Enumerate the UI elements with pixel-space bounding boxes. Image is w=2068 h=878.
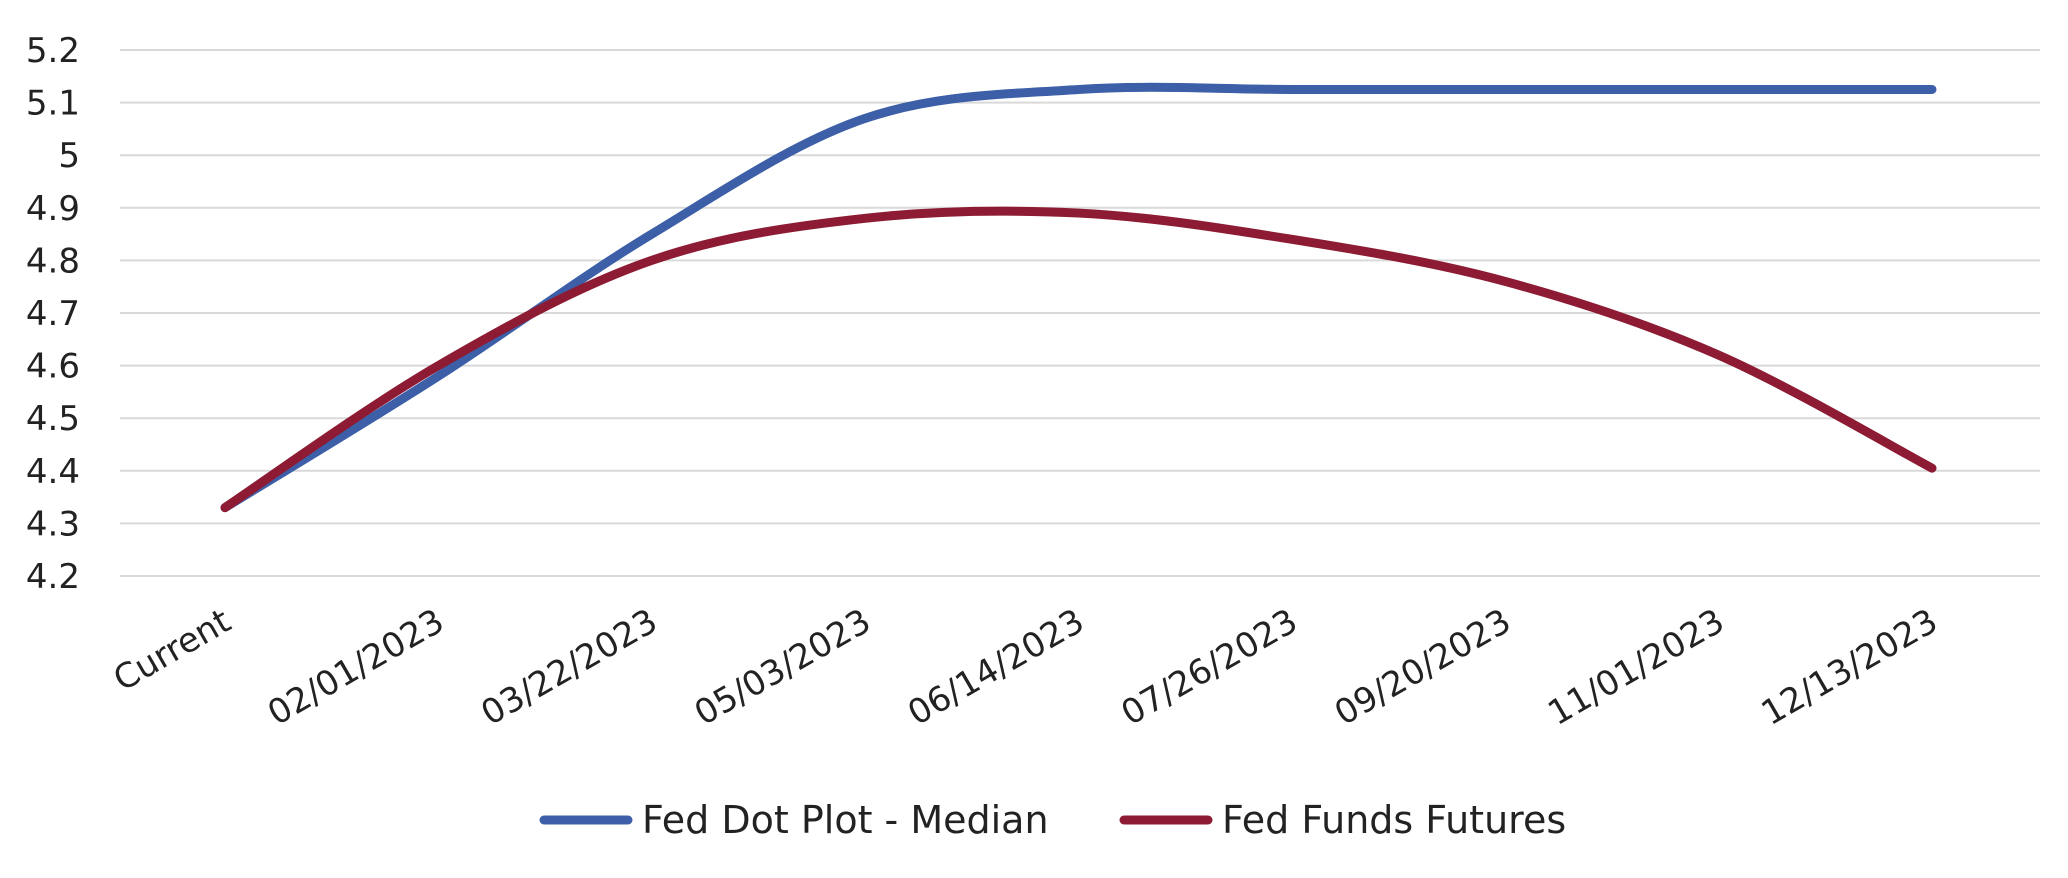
legend-item-dot-plot: Fed Dot Plot - Median bbox=[539, 798, 1049, 842]
y-tick-label: 4.5 bbox=[26, 399, 80, 439]
y-tick-label: 5.1 bbox=[26, 84, 80, 124]
y-tick-label: 4.6 bbox=[26, 347, 80, 387]
x-tick-label: 11/01/2023 bbox=[1541, 601, 1731, 734]
legend-label-dot-plot: Fed Dot Plot - Median bbox=[642, 798, 1049, 842]
series-lines bbox=[220, 82, 1937, 513]
x-tick-label: Current bbox=[107, 601, 238, 699]
y-axis: 5.2 5.1 5 4.9 4.8 4.7 4.6 4.5 4.4 4.3 4.2 bbox=[26, 31, 80, 597]
y-tick-label: 4.9 bbox=[26, 189, 80, 229]
y-tick-label: 4.7 bbox=[26, 294, 80, 334]
series-line-dot-plot bbox=[220, 82, 1937, 513]
series-line-futures bbox=[220, 206, 1937, 513]
y-tick-label: 5 bbox=[58, 136, 80, 176]
x-tick-label: 12/13/2023 bbox=[1755, 601, 1945, 734]
y-tick-label: 4.3 bbox=[26, 504, 80, 544]
y-tick-label: 4.2 bbox=[26, 557, 80, 597]
x-tick-label: 03/22/2023 bbox=[475, 601, 665, 734]
x-tick-label: 02/01/2023 bbox=[261, 601, 451, 734]
x-tick-label: 05/03/2023 bbox=[688, 601, 878, 734]
legend-label-futures: Fed Funds Futures bbox=[1222, 798, 1566, 842]
x-tick-label: 07/26/2023 bbox=[1115, 601, 1305, 734]
x-axis: Current 02/01/2023 03/22/2023 05/03/2023 06/… bbox=[107, 601, 1945, 734]
y-tick-label: 4.8 bbox=[26, 241, 80, 281]
x-tick-label: 06/14/2023 bbox=[901, 601, 1091, 734]
gridlines bbox=[120, 49, 2040, 577]
y-tick-label: 4.4 bbox=[26, 452, 80, 492]
y-tick-label: 5.2 bbox=[26, 31, 80, 71]
legend: Fed Dot Plot - Median Fed Funds Futures bbox=[539, 798, 1566, 842]
legend-item-futures: Fed Funds Futures bbox=[1119, 798, 1566, 842]
x-tick-label: 09/20/2023 bbox=[1328, 601, 1518, 734]
